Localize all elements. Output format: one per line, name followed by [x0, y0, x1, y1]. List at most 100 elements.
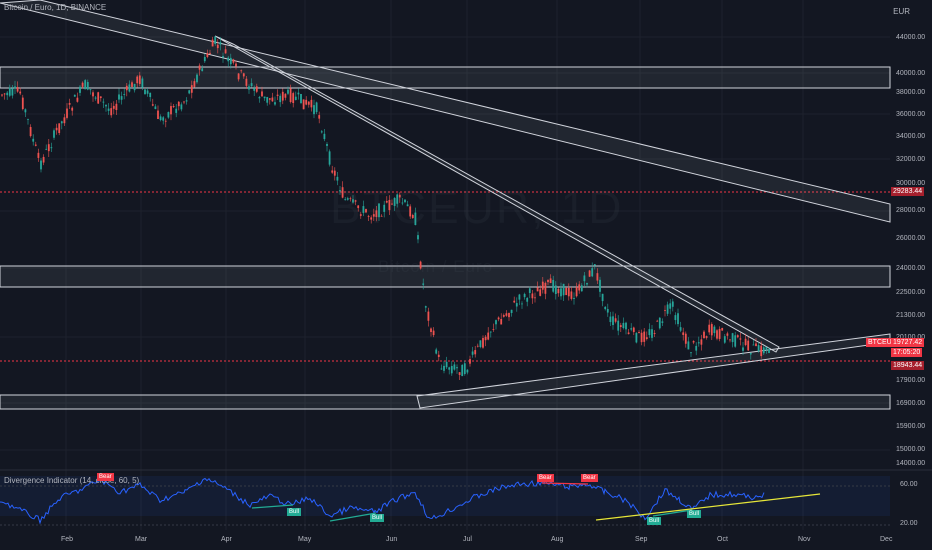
candle-body [193, 81, 196, 87]
candle-body [489, 331, 492, 333]
candle-body [222, 56, 224, 58]
candle-body [430, 328, 432, 333]
candle-body [8, 87, 11, 96]
candle-body [232, 59, 235, 63]
candle-body [401, 202, 404, 204]
candle-body [167, 112, 170, 118]
candle-body [245, 78, 248, 86]
candle-body [768, 349, 770, 353]
candle-body [349, 198, 352, 200]
candle-body [29, 127, 32, 137]
x-tick: Aug [551, 536, 564, 543]
candle-body [479, 340, 482, 348]
candle-body [203, 56, 206, 62]
last-price-label: 19727.42 [891, 338, 925, 347]
candle-body [684, 333, 687, 344]
candle-body [617, 320, 620, 331]
candle-body [448, 367, 451, 370]
candle-body [55, 127, 58, 131]
y-tick: 20100.00 [896, 334, 925, 341]
candle-body [21, 97, 24, 110]
candle-body [131, 82, 133, 87]
bull-divergence-line-1 [251, 504, 294, 509]
candle-body [331, 170, 334, 173]
candle-body [739, 338, 742, 340]
candle-body [333, 170, 336, 176]
candle-body [601, 293, 604, 302]
candle-body [248, 86, 250, 90]
candle-body [718, 328, 721, 339]
candle-body [375, 210, 378, 218]
candle-body [107, 108, 110, 111]
chart-header[interactable]: Bitcoin / Euro, 1D, BINANCE [4, 3, 107, 12]
candle-body [440, 368, 443, 370]
candle-body [544, 282, 547, 294]
candle-body [541, 281, 544, 290]
candle-body [466, 369, 469, 373]
candle-body [497, 317, 500, 320]
candle-body [102, 101, 105, 103]
bull-signal: Bull [647, 517, 662, 525]
candle-body [742, 347, 744, 351]
candle-body [565, 287, 568, 296]
candle-body [196, 74, 198, 83]
candle-body [216, 44, 219, 49]
candle-body [721, 327, 724, 331]
candle-body [575, 287, 578, 297]
rsi-line [0, 477, 765, 525]
candle-body [687, 341, 690, 350]
candle-body [294, 96, 297, 100]
candle-body [674, 315, 677, 321]
candle-body [380, 215, 383, 217]
candle-body [60, 121, 63, 124]
candle-body [671, 301, 674, 307]
candle-body [3, 93, 6, 95]
candle-body [237, 73, 240, 80]
y-tick: 28000.00 [896, 207, 926, 214]
indicator-title[interactable]: Divergence Indicator (14, close, 60, 5) [4, 476, 140, 485]
candle-body [513, 300, 516, 303]
candle-body [422, 283, 425, 285]
candle-body [549, 278, 552, 284]
candle-body [219, 42, 222, 45]
bull-divergence-line-2 [329, 512, 377, 522]
candle-body [292, 93, 295, 103]
candle-body [502, 315, 505, 317]
candle-body [297, 92, 300, 95]
x-tick: Dec [880, 536, 893, 543]
candle-body [749, 352, 752, 355]
candle-body [528, 288, 531, 293]
bear-signal: Bear [581, 474, 598, 482]
candle-body [726, 333, 729, 336]
candle-body [118, 94, 120, 100]
candle-body [115, 103, 118, 111]
candle-body [328, 151, 331, 165]
candle-body [658, 317, 661, 329]
candle-body [362, 206, 365, 213]
candle-body [692, 341, 695, 343]
candle-body [573, 297, 575, 299]
candle-body [625, 322, 627, 330]
bull-signal: Bull [287, 508, 302, 516]
indicator-level: 20.00 [900, 520, 918, 527]
indicator-level: 60.00 [900, 481, 918, 488]
candle-body [648, 329, 651, 336]
candle-body [583, 275, 586, 282]
candle-body [427, 311, 430, 321]
candle-body [523, 293, 526, 298]
candle-body [300, 94, 302, 104]
y-tick: 14000.00 [896, 460, 926, 467]
candle-body [495, 320, 497, 325]
candle-body [372, 214, 375, 217]
candle-body [263, 96, 266, 99]
candlesticks [1, 36, 770, 380]
candle-body [450, 366, 453, 374]
candle-body [287, 89, 289, 94]
candle-body [391, 203, 393, 205]
x-tick: Feb [61, 536, 74, 543]
candle-body [453, 364, 456, 370]
candle-body [6, 92, 9, 96]
candle-body [547, 279, 549, 283]
y-tick: 38000.00 [896, 89, 926, 96]
